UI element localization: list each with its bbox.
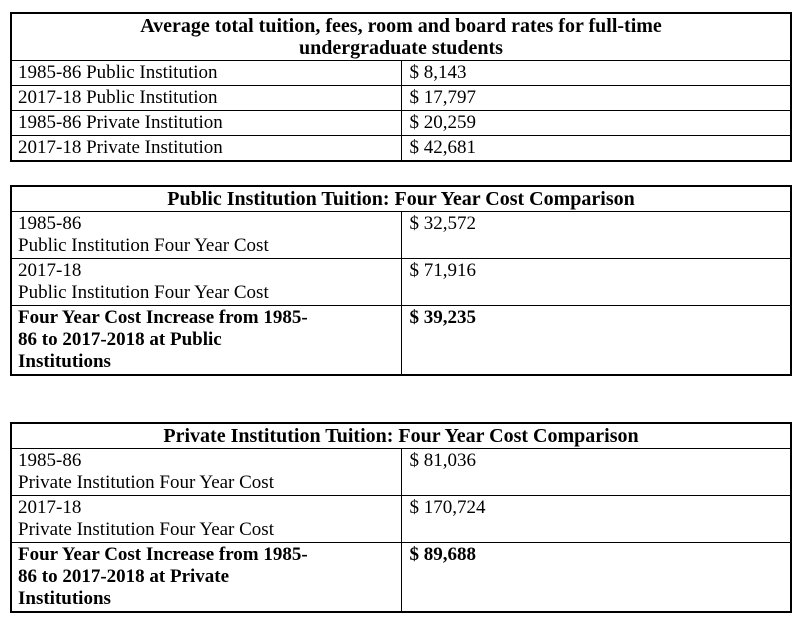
private-cost-comparison-title: Private Institution Tuition: Four Year C… <box>10 422 792 449</box>
table-row: 1985-86 Private Institution Four Year Co… <box>10 448 792 496</box>
table-row: 1985-86 Public Institution Four Year Cos… <box>10 211 792 259</box>
table-row: 1985-86 Public Institution $ 8,143 <box>10 60 792 86</box>
document-page: Average total tuition, fees, room and bo… <box>0 12 804 613</box>
row-label: Four Year Cost Increase from 1985- 86 to… <box>10 542 402 613</box>
row-value: $ 81,036 <box>400 448 792 496</box>
table-header-row: Private Institution Tuition: Four Year C… <box>10 422 792 449</box>
table-row: 2017-18 Private Institution Four Year Co… <box>10 495 792 543</box>
table-total-row: Four Year Cost Increase from 1985- 86 to… <box>10 542 792 613</box>
private-cost-comparison-table: Private Institution Tuition: Four Year C… <box>10 422 793 613</box>
public-cost-comparison-title: Public Institution Tuition: Four Year Co… <box>10 185 792 212</box>
row-label: 1985-86 Public Institution <box>10 60 402 86</box>
public-cost-comparison-table: Public Institution Tuition: Four Year Co… <box>10 185 792 376</box>
table-total-row: Four Year Cost Increase from 1985- 86 to… <box>10 305 792 376</box>
row-value: $ 32,572 <box>400 211 792 259</box>
average-rates-table-title: Average total tuition, fees, room and bo… <box>10 12 792 61</box>
table-row: 2017-18 Public Institution $ 17,797 <box>10 85 792 111</box>
row-value: $ 71,916 <box>400 258 792 306</box>
row-value: $ 170,724 <box>400 495 792 543</box>
average-rates-table: Average total tuition, fees, room and bo… <box>10 12 793 162</box>
row-value: $ 8,143 <box>400 60 792 86</box>
row-label: 2017-18 Public Institution Four Year Cos… <box>10 258 402 306</box>
row-label: 1985-86 Private Institution <box>10 110 402 136</box>
row-value: $ 17,797 <box>400 85 792 111</box>
row-label: 1985-86 Private Institution Four Year Co… <box>10 448 402 496</box>
row-label: 2017-18 Private Institution Four Year Co… <box>10 495 402 543</box>
table-row: 1985-86 Private Institution $ 20,259 <box>10 110 792 136</box>
row-value: $ 42,681 <box>400 135 792 162</box>
row-value: $ 89,688 <box>400 542 792 613</box>
table-row: 2017-18 Private Institution $ 42,681 <box>10 135 792 162</box>
table-header-row: Average total tuition, fees, room and bo… <box>10 12 792 61</box>
row-label: Four Year Cost Increase from 1985- 86 to… <box>10 305 402 376</box>
table-row: 2017-18 Public Institution Four Year Cos… <box>10 258 792 306</box>
row-label: 2017-18 Public Institution <box>10 85 402 111</box>
row-value: $ 20,259 <box>400 110 792 136</box>
row-label: 1985-86 Public Institution Four Year Cos… <box>10 211 402 259</box>
table-header-row: Public Institution Tuition: Four Year Co… <box>10 185 792 212</box>
row-label: 2017-18 Private Institution <box>10 135 402 162</box>
row-value: $ 39,235 <box>400 305 792 376</box>
